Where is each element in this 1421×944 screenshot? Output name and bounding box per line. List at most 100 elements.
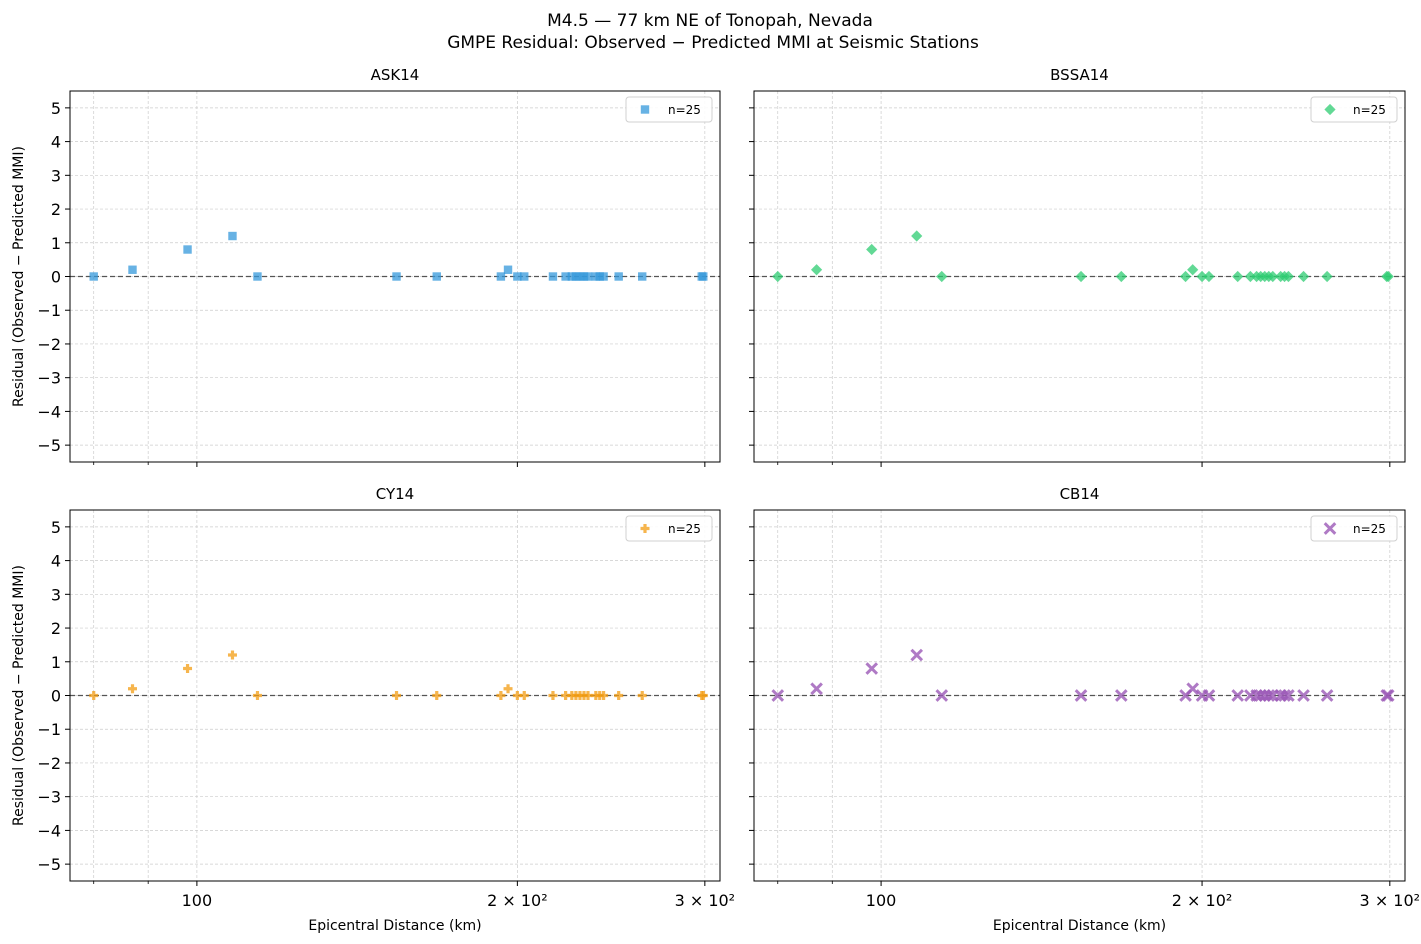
legend-marker: [1323, 522, 1337, 535]
data-point: [561, 272, 570, 281]
legend-marker: [1324, 103, 1336, 116]
data-point: [911, 230, 923, 242]
data-point: [599, 272, 608, 281]
x-tick-label: 100: [182, 891, 213, 910]
data-point: [810, 682, 823, 696]
data-point: [548, 691, 558, 700]
y-tick-label: 2: [51, 200, 61, 219]
y-tick-label: −3: [37, 369, 61, 388]
x-tick-label: 2 × 10²: [1172, 891, 1233, 910]
data-point: [1179, 270, 1192, 283]
panels: 5 4 3 2 1 0 −1 −2 −3 −4 −5 ASK14 Residual (Observed …: [11, 66, 1420, 934]
figure-title: M4.5 — 77 km NE of Tonopah, Nevada: [547, 11, 873, 31]
data-point: [1196, 270, 1208, 283]
data-point: [548, 272, 558, 281]
x-tick-label: 3 × 10²: [675, 891, 736, 910]
data-point: [1186, 682, 1200, 696]
data-point: [392, 691, 402, 700]
data-point: [637, 691, 647, 700]
data-point: [1282, 270, 1295, 283]
legend-box: [1310, 515, 1398, 542]
series-markers: [772, 230, 1394, 283]
panel-title: ASK14: [371, 66, 420, 84]
series-markers: [771, 648, 1395, 702]
data-point: [392, 272, 401, 281]
x-tick-label: 2 × 10²: [487, 891, 548, 910]
y-tick-label: −1: [37, 301, 61, 320]
data-point: [698, 691, 708, 700]
data-point: [513, 272, 522, 281]
x-tick-label: 100: [866, 891, 897, 910]
panel-bssa14: BSSA14 n=25: [749, 66, 1406, 467]
y-tick-label: −2: [37, 335, 61, 354]
legend: n=25: [1310, 515, 1398, 542]
y-tick-label: 2: [51, 619, 61, 638]
legend-marker: [640, 524, 650, 533]
data-point: [865, 662, 879, 675]
y-tick-label: 4: [51, 552, 61, 571]
data-point: [1267, 270, 1279, 283]
data-point: [1202, 689, 1216, 702]
data-point: [1187, 264, 1199, 276]
data-point: [1203, 270, 1215, 283]
legend-box: [625, 96, 713, 123]
data-point: [699, 272, 708, 281]
data-point: [503, 684, 513, 694]
panel-cy14: 5 4 3 2 1 0 −1 −2 −3 −4 −5 100 2 × 10² 3 × 10² CY14 Epi…: [11, 485, 735, 934]
data-point: [1244, 270, 1256, 283]
data-point: [1282, 689, 1295, 702]
data-point: [1232, 270, 1244, 283]
data-point: [1074, 689, 1088, 702]
legend: n=25: [1310, 96, 1398, 123]
data-point: [519, 691, 529, 700]
data-point: [1231, 689, 1245, 702]
data-point: [1266, 689, 1280, 702]
data-point: [1297, 689, 1310, 702]
data-point: [1320, 689, 1334, 702]
y-tick-label: 0: [51, 687, 61, 706]
series-markers: [89, 650, 708, 700]
y-tick-label: −2: [37, 754, 61, 773]
data-point: [512, 691, 522, 700]
data-point: [496, 272, 506, 281]
data-point: [253, 272, 262, 281]
legend-box: [1310, 96, 1398, 123]
panel-title: BSSA14: [1050, 66, 1109, 84]
data-point: [183, 664, 193, 674]
data-point: [1381, 689, 1395, 702]
data-point: [1297, 270, 1310, 283]
legend-label: n=25: [668, 103, 701, 117]
data-point: [252, 691, 262, 700]
y-tick-label: −5: [37, 855, 61, 874]
y-tick-label: 0: [51, 268, 61, 287]
data-point: [432, 272, 441, 281]
legend: n=25: [625, 96, 713, 123]
panel-title: CB14: [1060, 485, 1100, 503]
data-point: [1114, 689, 1128, 702]
legend-marker: [640, 105, 650, 114]
figure-subtitle: GMPE Residual: Observed − Predicted MMI …: [447, 33, 979, 53]
data-point: [89, 272, 98, 281]
data-point: [772, 270, 784, 283]
data-point: [503, 265, 513, 274]
data-point: [1115, 270, 1127, 283]
y-tick-label: −4: [37, 821, 61, 840]
y-axis-label: Residual (Observed − Predicted MMI): [11, 146, 27, 407]
series-markers: [89, 231, 708, 281]
data-point: [771, 689, 785, 702]
y-tick-label: −1: [37, 720, 61, 739]
x-axis-label: Epicentral Distance (km): [308, 918, 481, 934]
y-tick-label: −5: [37, 436, 61, 455]
x-tick-label: 3 × 10²: [1360, 891, 1421, 910]
data-point: [599, 691, 609, 700]
data-point: [810, 264, 823, 276]
legend-label: n=25: [1353, 522, 1386, 536]
y-tick-label: 3: [51, 166, 61, 185]
y-tick-label: 4: [51, 133, 61, 152]
data-point: [227, 650, 237, 660]
data-point: [496, 691, 506, 700]
y-tick-label: 5: [51, 99, 61, 118]
data-point: [432, 691, 442, 700]
data-point: [183, 245, 192, 254]
legend-label: n=25: [668, 522, 701, 536]
